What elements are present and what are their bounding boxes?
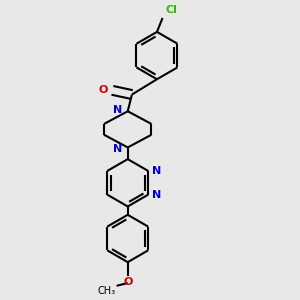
Text: CH₃: CH₃ <box>97 286 115 296</box>
Text: N: N <box>113 144 122 154</box>
Text: N: N <box>152 190 162 200</box>
Text: N: N <box>152 166 162 176</box>
Text: O: O <box>123 278 132 287</box>
Text: Cl: Cl <box>165 5 177 15</box>
Text: O: O <box>98 85 107 95</box>
Text: N: N <box>113 105 122 115</box>
